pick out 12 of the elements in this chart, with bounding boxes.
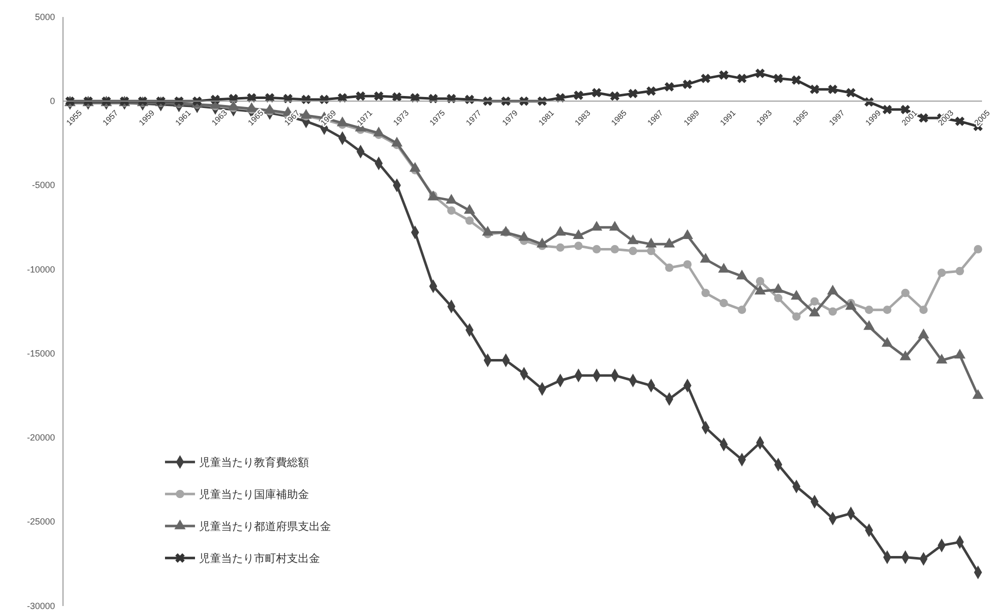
y-tick-label: -25000 [26,516,55,527]
y-tick-label: -15000 [26,348,55,358]
y-tick-label: -5000 [32,180,55,190]
y-tick-label: -20000 [26,432,55,443]
legend-label: 児童当たり都道府県支出金 [199,520,331,533]
y-tick-label: -10000 [26,264,55,274]
y-tick-label: -30000 [26,600,55,611]
legend-label: 児童当たり市町村支出金 [199,552,320,565]
y-tick-label: 5000 [34,12,55,22]
y-tick-label: 0 [50,96,55,106]
legend-label: 児童当たり教育費総額 [199,456,309,469]
legend-label: 児童当たり国庫補助金 [199,488,309,501]
